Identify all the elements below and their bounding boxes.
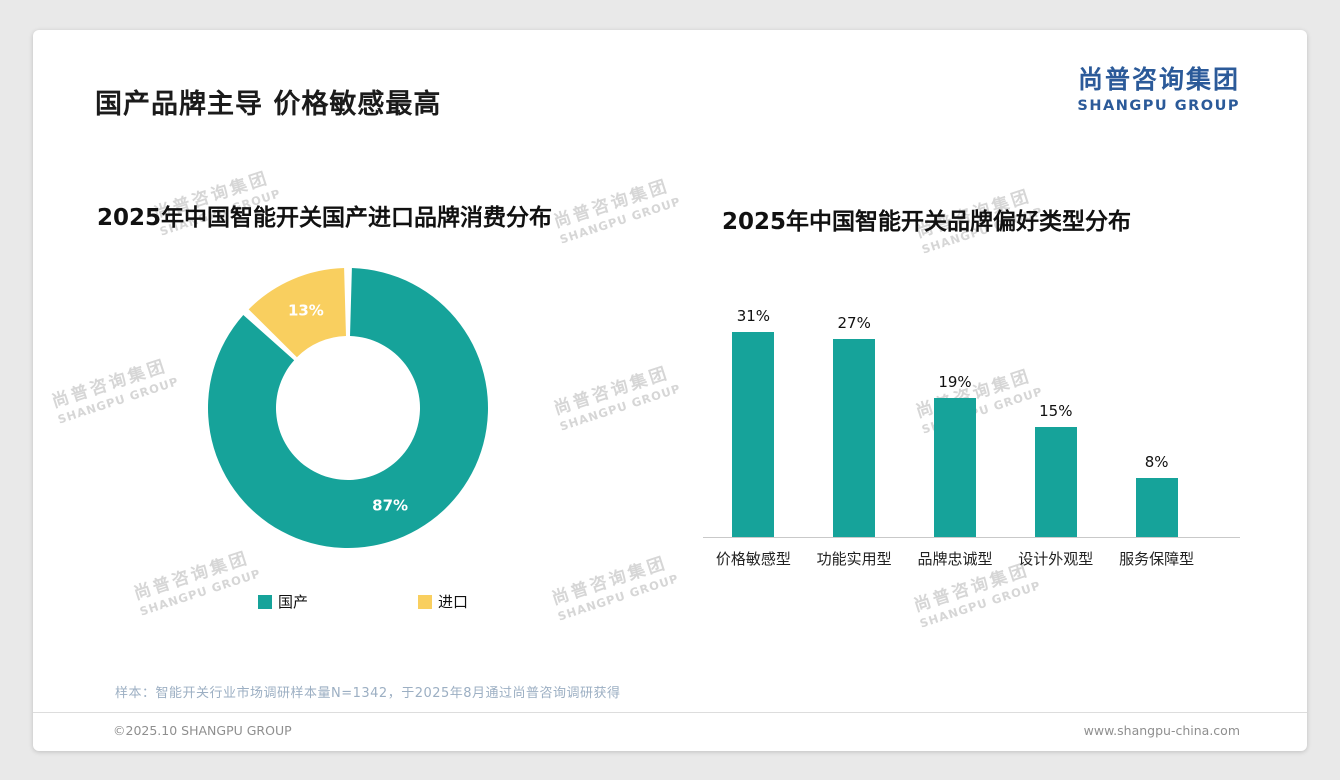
watermark: 尚普咨询集团 SHANGPU GROUP [549,553,681,624]
bar-value-label: 27% [837,314,871,333]
bar-value-label: 8% [1144,453,1169,472]
donut-legend: 国产 进口 [218,591,508,612]
legend-item: 进口 [418,591,468,612]
legend-item: 国产 [257,591,308,612]
footer: ©2025.10 SHANGPU GROUP www.shangpu-china… [33,712,1307,738]
bar-category-label: 设计外观型 [1018,550,1094,568]
bar-category-label: 价格敏感型 [715,550,791,568]
bar-category-label: 服务保障型 [1119,550,1195,568]
bar-value-label: 19% [938,372,972,391]
donut-chart-title: 2025年中国智能开关国产进口品牌消费分布 [97,205,553,231]
logo-cn-text: 尚普咨询集团 [1077,65,1240,94]
bar-value-label: 15% [1039,402,1073,421]
bar-group: 19% 品牌忠诚型 [905,307,1006,568]
legend-swatch [418,594,432,609]
watermark: 尚普咨询集团 SHANGPU GROUP [551,176,683,247]
bar [1034,427,1077,537]
bar [1135,478,1178,537]
bar [833,339,876,537]
footer-url: www.shangpu-china.com [1083,723,1240,738]
bar-chart: 31% 价格敏感型 27% 功能实用型 19% 品牌忠诚型 15% 设计外观型 8% 服务保障型 [703,307,1207,568]
donut-value-label: 87% [372,496,408,514]
company-logo: 尚普咨询集团 SHANGPU GROUP [1077,60,1240,114]
sample-note: 样本：智能开关行业市场调研样本量N=1342，于2025年8月通过尚普咨询调研获… [115,686,621,701]
donut-chart: 87% 13% [208,268,489,548]
legend-label: 进口 [438,593,469,611]
watermark: 尚普咨询集团 SHANGPU GROUP [49,356,181,427]
bar-group: 15% 设计外观型 [1005,307,1106,568]
bar [933,397,976,537]
legend-label: 国产 [277,593,308,611]
bar-chart-axis-line [703,537,1240,538]
bar-group: 8% 服务保障型 [1106,307,1207,568]
watermark: 尚普咨询集团 SHANGPU GROUP [551,363,683,434]
footer-copyright: ©2025.10 SHANGPU GROUP [113,723,292,738]
bar-group: 31% 价格敏感型 [703,307,804,568]
bar-value-label: 31% [736,307,771,325]
slide-card: 尚普咨询集团 SHANGPU GROUP 尚普咨询集团 SHANGPU GROUP 尚普… [33,30,1307,751]
legend-swatch [257,594,272,609]
bar-category-label: 品牌忠诚型 [917,550,993,568]
page-title: 国产品牌主导 价格敏感最高 [95,89,442,120]
donut-slice [208,268,489,548]
donut-value-label: 13% [288,302,324,320]
bar-group: 27% 功能实用型 [804,307,905,568]
bar [732,332,775,537]
logo-en-text: SHANGPU GROUP [1077,98,1240,114]
donut-slice [248,268,346,358]
bar-category-label: 功能实用型 [816,550,892,568]
bar-chart-title: 2025年中国智能开关品牌偏好类型分布 [722,209,1132,235]
